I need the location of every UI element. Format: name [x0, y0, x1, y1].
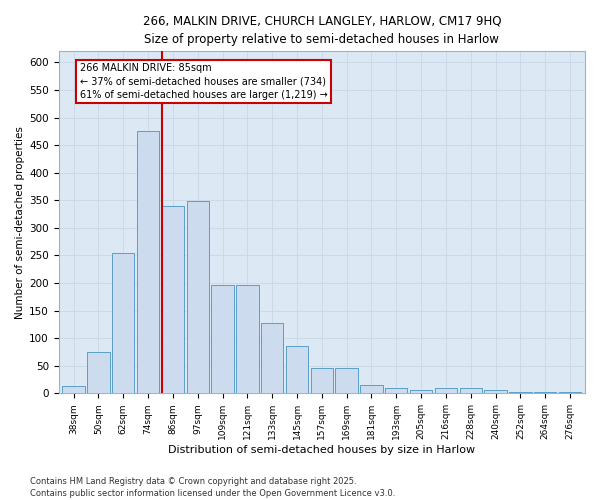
- Bar: [410, 390, 433, 394]
- Bar: [559, 392, 581, 394]
- Bar: [335, 368, 358, 394]
- Bar: [385, 388, 407, 394]
- Text: Contains HM Land Registry data © Crown copyright and database right 2025.
Contai: Contains HM Land Registry data © Crown c…: [30, 476, 395, 498]
- Bar: [509, 392, 532, 394]
- Y-axis label: Number of semi-detached properties: Number of semi-detached properties: [15, 126, 25, 319]
- Title: 266, MALKIN DRIVE, CHURCH LANGLEY, HARLOW, CM17 9HQ
Size of property relative to: 266, MALKIN DRIVE, CHURCH LANGLEY, HARLO…: [143, 15, 501, 46]
- Bar: [236, 285, 259, 394]
- Bar: [484, 390, 507, 394]
- Bar: [161, 206, 184, 394]
- Bar: [187, 202, 209, 394]
- Bar: [87, 352, 110, 394]
- X-axis label: Distribution of semi-detached houses by size in Harlow: Distribution of semi-detached houses by …: [168, 445, 475, 455]
- Bar: [534, 392, 556, 394]
- Bar: [460, 388, 482, 394]
- Bar: [62, 386, 85, 394]
- Bar: [311, 368, 333, 394]
- Bar: [137, 132, 159, 394]
- Bar: [112, 252, 134, 394]
- Bar: [361, 385, 383, 394]
- Text: 266 MALKIN DRIVE: 85sqm
← 37% of semi-detached houses are smaller (734)
61% of s: 266 MALKIN DRIVE: 85sqm ← 37% of semi-de…: [80, 64, 328, 100]
- Bar: [286, 346, 308, 394]
- Bar: [211, 285, 233, 394]
- Bar: [261, 324, 283, 394]
- Bar: [435, 388, 457, 394]
